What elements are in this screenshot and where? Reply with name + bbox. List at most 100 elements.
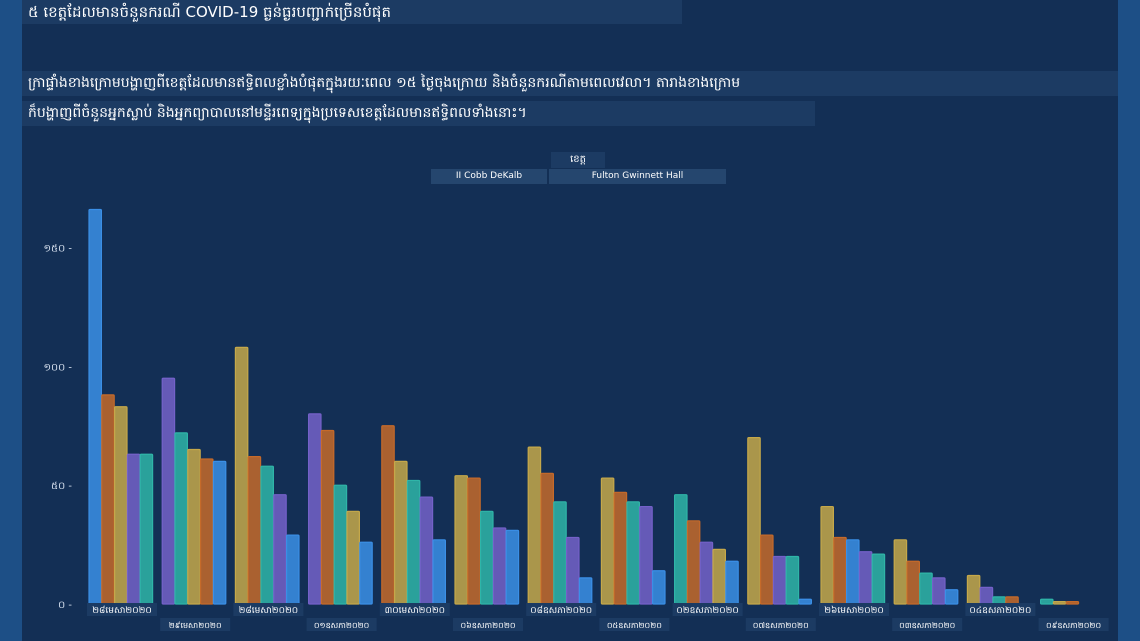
bar xyxy=(725,560,739,605)
bar xyxy=(613,491,628,605)
bar xyxy=(406,479,421,605)
bar xyxy=(467,477,481,605)
x-label-bg xyxy=(233,603,304,616)
bar xyxy=(845,539,860,605)
bar xyxy=(113,406,128,605)
bar xyxy=(1052,601,1067,605)
bar xyxy=(785,555,800,605)
bar xyxy=(88,208,102,605)
bar xyxy=(454,475,468,605)
bar xyxy=(699,541,714,605)
bar xyxy=(333,484,348,605)
x-tick-label: ០៧ឧសភា២០២០ xyxy=(753,621,809,630)
bar xyxy=(419,496,434,605)
y-tick-label: ៥០ - xyxy=(51,481,72,492)
x-tick-label: ០១ឧសភា២០២០ xyxy=(314,621,369,630)
bar xyxy=(161,377,176,605)
bar xyxy=(492,527,507,605)
bar xyxy=(540,472,554,605)
y-tick-label: ១៥០ - xyxy=(43,244,72,255)
bar xyxy=(820,505,834,605)
bar xyxy=(686,520,701,605)
bar xyxy=(931,577,946,605)
description-line-2: ក៏បង្ហាញពីចំនួនអ្នកស្លាប់ និងអ្នកព្យាបាល… xyxy=(22,101,815,126)
description-line-1: ក្រាផ្ទាំងខាងក្រោមបង្ហាញពីខេត្តដែលមានឥទ្… xyxy=(22,71,1118,96)
bar xyxy=(712,548,726,605)
bar xyxy=(871,553,886,605)
x-tick-label: ២៦មេសា២០២០ xyxy=(824,605,884,616)
bar xyxy=(505,529,520,605)
bar xyxy=(320,429,335,605)
bar xyxy=(480,510,494,605)
bar xyxy=(639,505,653,605)
x-tick-label: ០៣ឧសភា២០២០ xyxy=(899,621,955,630)
x-tick-label: ០៩ឧសភា២០២០ xyxy=(1046,621,1101,630)
y-tick-label: ១០០ - xyxy=(43,362,72,373)
legend-item-cobb-dekalb[interactable]: II Cobb DeKalb xyxy=(431,169,547,184)
bar xyxy=(553,501,567,605)
bar xyxy=(906,560,920,605)
x-label-bg xyxy=(672,603,743,616)
bar xyxy=(308,413,322,605)
bar xyxy=(187,448,201,605)
bar xyxy=(200,458,214,605)
bar xyxy=(944,589,959,605)
bar xyxy=(346,510,360,605)
x-label-bg xyxy=(453,618,523,631)
x-tick-label: ០៤ឧសភា២០២០ xyxy=(969,606,1031,616)
bar xyxy=(527,446,542,605)
bar xyxy=(174,432,188,605)
bar xyxy=(1005,596,1019,605)
x-label-bg xyxy=(160,618,231,631)
x-label-bg xyxy=(819,603,889,616)
y-tick-label: ០ - xyxy=(58,600,72,611)
bar xyxy=(798,598,812,605)
bar xyxy=(992,596,1006,605)
bar xyxy=(833,536,847,605)
x-label-bg xyxy=(87,603,157,616)
x-label-bg xyxy=(745,618,816,631)
bar xyxy=(126,453,141,605)
bar xyxy=(1065,601,1080,605)
bar xyxy=(979,586,994,605)
bar xyxy=(747,437,761,605)
bar xyxy=(432,539,446,605)
bar xyxy=(247,456,262,605)
page-title: ៥ ខេត្តដែលមានចំនួនករណី COVID-19 ធ្ងន់ធ្ង… xyxy=(22,0,682,24)
bar xyxy=(260,465,274,605)
x-label-bg xyxy=(526,603,597,616)
x-tick-label: ២៨មេសា២០២០ xyxy=(92,605,152,616)
x-tick-label: ២៨មេសា២០២០ xyxy=(239,605,299,616)
bar xyxy=(359,541,373,605)
bar xyxy=(919,572,933,605)
x-tick-label: ០៨ឧសភា២០២០ xyxy=(530,605,592,616)
bar xyxy=(381,425,395,605)
bar xyxy=(966,574,981,605)
bar xyxy=(234,346,249,605)
bar xyxy=(394,460,408,605)
bar xyxy=(139,453,154,605)
x-label-bg xyxy=(306,618,377,631)
legend-item-fulton-gwinnett-hall[interactable]: Fulton Gwinnett Hall xyxy=(549,169,726,184)
bar xyxy=(101,394,115,605)
bar xyxy=(626,501,640,605)
bar xyxy=(893,539,908,605)
bar xyxy=(759,534,774,605)
bar xyxy=(286,534,300,605)
x-label-bg xyxy=(892,618,963,631)
legend-title: ខេត្ត xyxy=(551,152,605,168)
bar xyxy=(772,555,787,605)
bar xyxy=(1039,598,1054,605)
bar xyxy=(600,477,615,605)
bar xyxy=(212,460,227,605)
x-label-bg xyxy=(965,603,1036,616)
x-tick-label: ០៥ឧសភា២០២០ xyxy=(607,621,662,630)
x-tick-label: ២៩មេសា២០២០ xyxy=(169,621,222,630)
x-label-bg xyxy=(1038,618,1109,631)
bar xyxy=(651,570,666,605)
x-tick-label: ០៦ឧសភា២០២០ xyxy=(460,621,515,630)
bar xyxy=(273,494,287,605)
bar xyxy=(565,536,580,605)
x-label-bg xyxy=(379,603,450,616)
